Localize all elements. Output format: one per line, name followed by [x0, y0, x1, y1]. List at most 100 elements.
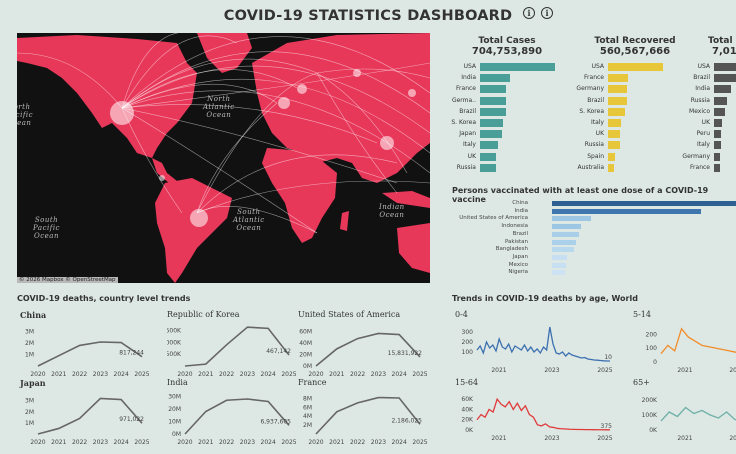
trend-chart-title: Republic of Korea: [167, 310, 240, 319]
total-cases-bar[interactable]: [480, 85, 507, 94]
x-tick-label: 2024: [392, 371, 407, 376]
trend-chart[interactable]: 0-4 300 200 100 2021 2023 2025 10: [455, 310, 615, 376]
trend-chart[interactable]: Republic of Korea 1500K 1000K 500K 2020 2021 2…: [167, 310, 307, 376]
trend-chart[interactable]: Japan 3M 2M 1M 2020 2021 2022 2023 2024 2025 971,0…: [20, 378, 160, 444]
total-deaths-bar[interactable]: [714, 141, 721, 150]
vaccinated-label: Pakistan: [504, 238, 528, 245]
y-tick-label: 2M: [25, 340, 34, 347]
total-deaths-bar[interactable]: [714, 163, 720, 172]
total-cases-bar[interactable]: [480, 152, 497, 161]
total-recovered-bar[interactable]: [608, 85, 628, 94]
x-tick-label: 2024: [114, 371, 129, 376]
trend-line[interactable]: [476, 326, 610, 362]
trend-line[interactable]: [660, 406, 736, 422]
total-recovered-bar[interactable]: [608, 163, 614, 172]
total-recovered-bar[interactable]: [608, 63, 663, 71]
total-deaths-bar[interactable]: [714, 130, 722, 139]
last-value-label: 467,142: [266, 348, 291, 355]
total-deaths-bar[interactable]: [714, 152, 720, 161]
trend-chart-svg: 3M 2M 1M 2020 2021 2022 2023 2024 2025 971,022: [25, 397, 150, 444]
bubble-usa[interactable]: [110, 101, 134, 125]
trend-chart-title: 0-4: [455, 310, 468, 319]
bubble-europe[interactable]: [278, 97, 290, 109]
total-cases-bar[interactable]: [480, 96, 506, 105]
bubble-germany[interactable]: [297, 84, 307, 94]
trend-chart[interactable]: India 30M 20M 10M 0M 2020 2021 2022 2023 2024 2025…: [167, 378, 307, 444]
x-tick-label: 2021: [329, 371, 344, 376]
total-cases-bar[interactable]: [480, 74, 511, 83]
vaccinated-bar[interactable]: [552, 216, 592, 222]
central-america-land: [152, 158, 177, 183]
total-recovered-bar[interactable]: [608, 96, 627, 105]
trend-line[interactable]: [184, 398, 290, 435]
y-tick-label: 200: [462, 339, 474, 346]
x-tick-label: 2025: [412, 439, 427, 444]
vaccinated-bar[interactable]: [552, 224, 582, 230]
y-tick-label: 500K: [167, 351, 182, 358]
trend-chart[interactable]: 15-64 60K 40K 20K 0K 2021 2023 2025 375: [455, 378, 615, 444]
total-recovered-bar[interactable]: [608, 152, 615, 161]
total-cases-bar[interactable]: [480, 141, 498, 150]
trend-line[interactable]: [37, 341, 143, 367]
vaccinated-bar[interactable]: [552, 254, 568, 260]
total-deaths-bar[interactable]: [714, 96, 728, 105]
total-cases-bar[interactable]: [480, 163, 497, 172]
vaccinated-bar[interactable]: [552, 201, 736, 206]
x-tick-label: 2022: [72, 439, 87, 444]
bubble-brazil[interactable]: [190, 209, 208, 227]
vaccinated-bar[interactable]: [552, 239, 576, 245]
trend-chart-svg: 3M 2M 1M 2020 2021 2022 2023 2024 2025 817,244: [25, 329, 150, 376]
total-cases-bar[interactable]: [480, 130, 503, 139]
trend-line[interactable]: [476, 397, 611, 431]
y-tick-label: 100: [462, 349, 474, 356]
last-value-label: 10: [604, 354, 612, 361]
trend-line[interactable]: [37, 397, 143, 435]
total-recovered-bar[interactable]: [608, 74, 629, 83]
vaccinated-bar[interactable]: [552, 231, 580, 237]
total-cases-bar[interactable]: [480, 63, 555, 71]
trend-chart[interactable]: United States of America 60M 40M 20M 0M 2020 2…: [298, 310, 438, 376]
vaccinated-bar[interactable]: [552, 270, 566, 276]
trend-chart[interactable]: 65+200K100K0K202120232025: [633, 378, 736, 444]
total-deaths-bar[interactable]: [714, 74, 736, 83]
total-recovered-bar[interactable]: [608, 141, 620, 150]
vaccinated-bar[interactable]: [552, 247, 574, 253]
x-tick-label: 2023: [240, 371, 255, 376]
x-tick-label: 2024: [392, 439, 407, 444]
y-tick-label: 2M: [25, 409, 34, 416]
total-deaths-bar[interactable]: [714, 63, 736, 71]
trend-line[interactable]: [660, 327, 736, 355]
total-deaths-bar[interactable]: [714, 107, 725, 116]
bubble-india[interactable]: [380, 136, 394, 150]
vaccinated-label: Brazil: [512, 230, 528, 237]
info-icon[interactable]: i: [523, 7, 535, 19]
bubble-mexico[interactable]: [159, 175, 165, 181]
total-cases-bar[interactable]: [480, 119, 503, 127]
trend-line[interactable]: [184, 326, 290, 367]
bubble-russia[interactable]: [353, 69, 361, 77]
trend-line[interactable]: [315, 396, 421, 435]
total-deaths-bar[interactable]: [714, 119, 722, 127]
total-deaths-bar[interactable]: [714, 85, 732, 94]
bubble-china[interactable]: [408, 89, 416, 97]
total-recovered-bar[interactable]: [608, 119, 621, 127]
y-tick-label: 0M: [172, 431, 181, 438]
trend-chart[interactable]: China 3M 2M 1M 2020 2021 2022 2023 2024 2025 817,2…: [20, 310, 160, 376]
total-cases-bar[interactable]: [480, 107, 506, 116]
x-tick-label: 2023: [544, 435, 559, 442]
y-tick-label: 0: [653, 359, 657, 366]
trend-line[interactable]: [315, 332, 421, 367]
total-deaths-value: 7,010,: [712, 46, 736, 57]
info-icon-secondary[interactable]: i: [541, 7, 553, 19]
total-recovered-bar[interactable]: [608, 107, 626, 116]
vaccinated-bar[interactable]: [552, 262, 567, 268]
total-recovered-bar[interactable]: [608, 130, 621, 139]
total-recovered-label: Italy: [590, 119, 604, 126]
trend-chart[interactable]: France 8M 6M 4M 2M 2020 2021 2022 2023 2024 2025 2,…: [298, 378, 438, 444]
trend-chart[interactable]: 5-142001000202120232025: [633, 310, 736, 376]
map-attribution[interactable]: © 2026 Mapbox © OpenStreetMap: [17, 277, 118, 283]
vaccinated-bar[interactable]: [552, 208, 702, 214]
y-tick-label: 0K: [649, 427, 658, 434]
